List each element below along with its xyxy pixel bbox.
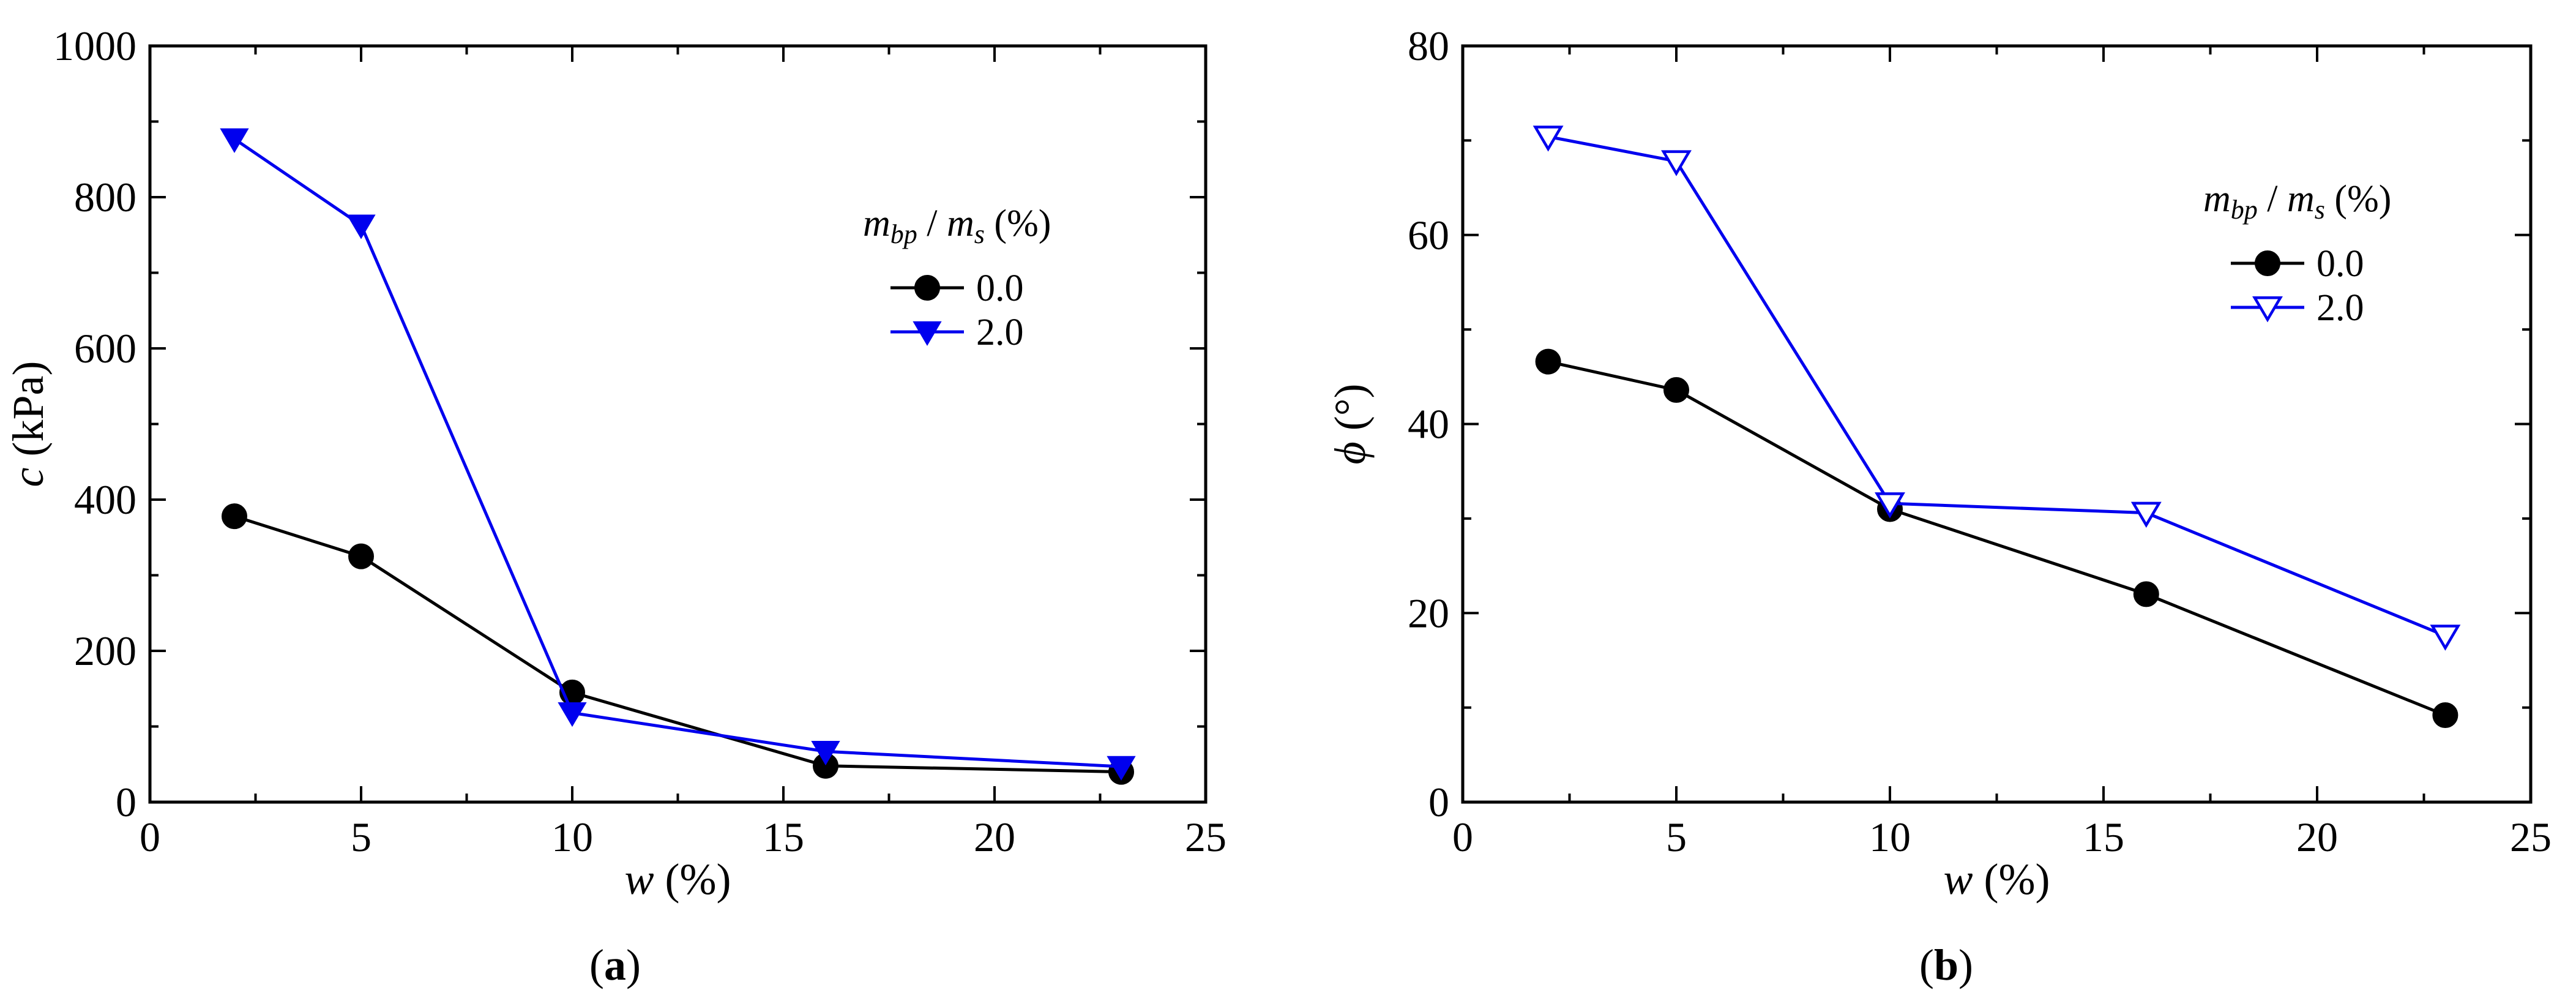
legend-label: 2.0: [2317, 287, 2364, 329]
data-point: [2432, 702, 2458, 728]
data-point: [346, 214, 376, 239]
data-point: [348, 543, 374, 569]
x-tick-label: 10: [1869, 814, 1911, 860]
legend-marker: [914, 275, 940, 301]
x-tick-label: 15: [763, 814, 804, 860]
data-point: [1107, 756, 1136, 781]
x-axis-unit: (%): [1984, 855, 2050, 904]
caption-paren-open: (: [589, 940, 604, 989]
legend-title-m: m: [863, 203, 890, 244]
data-point: [2133, 581, 2159, 607]
legend-title-unit: (%): [2325, 178, 2391, 220]
y-tick-label: 600: [74, 325, 136, 372]
data-point: [558, 702, 587, 727]
x-tick-label: 25: [2510, 814, 2552, 860]
x-tick-label: 25: [1185, 814, 1226, 860]
caption-paren-close: ): [626, 940, 641, 989]
y-tick-label: 1000: [53, 23, 136, 69]
y-tick-label: 400: [74, 476, 136, 523]
y-tick-label: 200: [74, 628, 136, 674]
legend-marker: [2255, 250, 2280, 276]
data-point: [811, 741, 840, 766]
y-axis-unit: (kPa): [4, 361, 53, 457]
legend-title-bp: bp: [890, 219, 917, 249]
series-2.0: [220, 128, 1136, 781]
x-tick-label: 20: [2296, 814, 2338, 860]
x-axis-symbol: w: [1944, 855, 1984, 904]
legend-title-s: s: [974, 219, 985, 249]
legend-title-m2: m: [947, 203, 974, 244]
series-2.0: [1533, 126, 2461, 651]
y-tick-label: 0: [1428, 779, 1449, 825]
legend-label: 2.0: [976, 312, 1024, 353]
y-axis-unit: (°): [1326, 383, 1375, 430]
x-axis-unit: (%): [665, 855, 731, 904]
legend: mbp / ms (%)0.02.0: [2203, 178, 2391, 329]
caption-letter: a: [604, 940, 626, 989]
x-axis-title: w (%): [1944, 855, 2050, 904]
data-point: [1663, 377, 1689, 403]
data-point: [1661, 150, 1692, 176]
x-axis-title: w (%): [625, 855, 731, 904]
y-axis-symbol: c: [4, 456, 53, 487]
data-point: [2430, 625, 2461, 651]
data-point: [1533, 126, 1564, 152]
panel-caption: (a): [589, 940, 641, 989]
y-axis-symbol: ϕ: [1326, 430, 1375, 464]
legend-title-slash: /: [2258, 178, 2287, 220]
caption-paren-close: ): [1958, 940, 1973, 989]
data-point: [220, 128, 249, 153]
legend-label: 0.0: [976, 268, 1024, 309]
legend-title-unit: (%): [985, 203, 1051, 244]
x-tick-label: 0: [1452, 814, 1473, 860]
y-axis-title: ϕ (°): [1326, 383, 1375, 464]
y-tick-label: 20: [1408, 590, 1449, 636]
data-point: [2130, 501, 2162, 528]
panel-a: 0 5 10 15 20 25 0 200 400 600 800 1000 w (%) c (kPa) m…: [4, 23, 1226, 989]
legend-marker: [913, 321, 942, 346]
x-tick-label: 20: [974, 814, 1015, 860]
y-tick-label: 40: [1408, 401, 1449, 448]
legend: mbp / ms (%)0.02.0: [863, 203, 1051, 353]
legend-label: 0.0: [2317, 243, 2364, 285]
x-tick-label: 0: [140, 814, 160, 860]
y-axis-title: c (kPa): [4, 361, 53, 487]
legend-marker: [2252, 296, 2283, 323]
y-tick-label: 60: [1408, 212, 1449, 258]
panel-caption: (b): [1919, 940, 1973, 989]
x-tick-label: 15: [2083, 814, 2124, 860]
caption-letter: b: [1934, 940, 1958, 989]
caption-paren-open: (: [1919, 940, 1934, 989]
x-tick-label: 5: [351, 814, 371, 860]
legend-title-m: m: [2203, 178, 2231, 220]
data-point: [1875, 492, 1905, 519]
legend-title: mbp / ms (%): [863, 203, 1051, 249]
legend-title-slash: /: [917, 203, 947, 244]
y-tick-label: 80: [1408, 23, 1449, 69]
legend-title-m2: m: [2287, 178, 2315, 220]
legend-title-s: s: [2315, 195, 2325, 225]
y-tick-label: 0: [116, 779, 136, 825]
x-tick-label: 10: [551, 814, 593, 860]
legend-title: mbp / ms (%): [2203, 178, 2391, 225]
data-point: [1535, 348, 1561, 375]
data-point: [222, 503, 247, 530]
legend-title-bp: bp: [2231, 195, 2258, 225]
y-tick-label: 800: [74, 174, 136, 220]
x-tick-label: 5: [1666, 814, 1687, 860]
x-axis-symbol: w: [625, 855, 665, 904]
